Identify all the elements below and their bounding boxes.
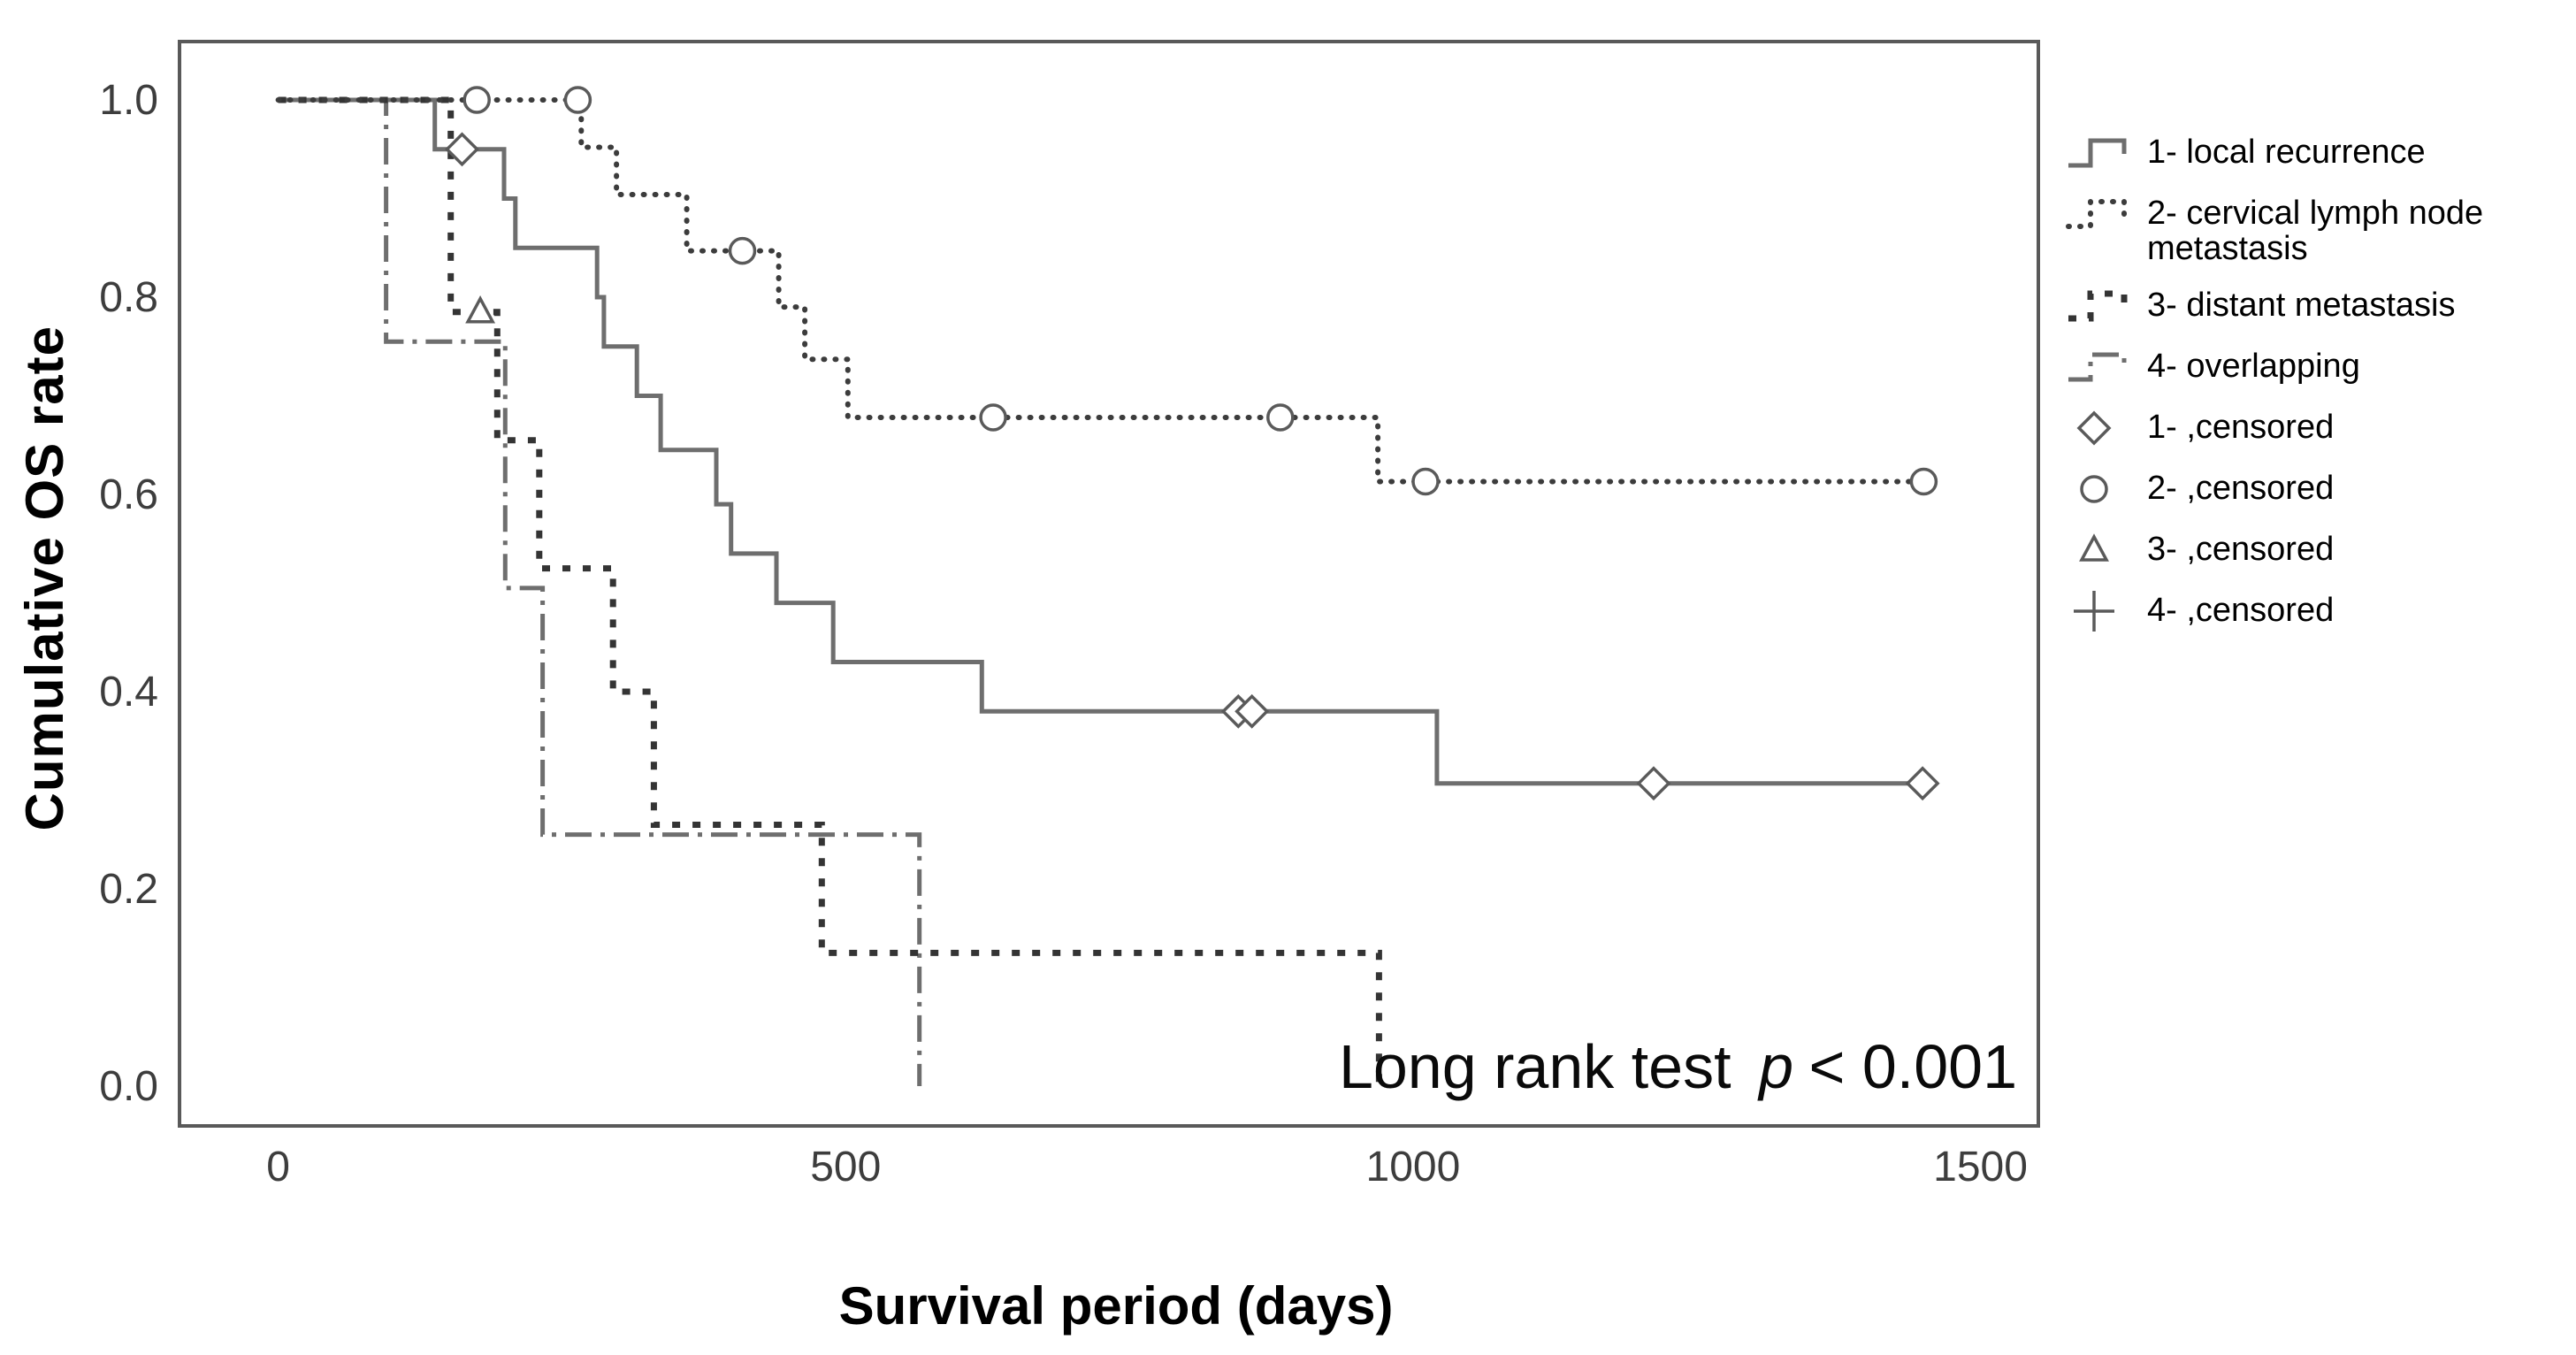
legend-censor-marker-2-icon [2080, 474, 2108, 503]
x-tick-label: 0 [266, 1144, 290, 1190]
circle-censor-icon [1411, 467, 1440, 496]
circle-censor-icon [728, 236, 757, 265]
legend-label-series-4: 4- overlapping [2147, 347, 2360, 385]
y-tick-label: 0.0 [99, 1063, 158, 1110]
legend-label-series-1: 1- local recurrence [2147, 134, 2426, 171]
legend-item-series-1: 1- local recurrence [2066, 129, 2570, 175]
legend-item-series-3: 3- distant metastasis [2066, 282, 2570, 328]
circle-censor-icon [979, 403, 1007, 432]
circle-censor-icon [1266, 403, 1295, 432]
circle-censor-icon [563, 86, 592, 114]
legend-label-censored-1: 1- ,censored [2147, 408, 2335, 446]
diamond-censor-icon [1905, 766, 1940, 801]
legend: 1- local recurrence 2- cervical lymph nod… [2066, 129, 2570, 633]
diamond-censor-icon [445, 132, 479, 167]
legend-label-censored-3: 3- ,censored [2147, 530, 2335, 568]
plus-censor-icon [2074, 590, 2114, 632]
p-value-suffix: < 0.001 [1808, 1032, 2018, 1101]
legend-item-series-4: 4- overlapping [2066, 343, 2570, 389]
legend-item-censored-2: 2- ,censored [2066, 465, 2570, 511]
x-axis-title: Survival period (days) [838, 1276, 1394, 1336]
legend-censor-marker-3-icon [2079, 532, 2109, 562]
p-value-prefix: Long rank test [1338, 1032, 1731, 1101]
y-tick-label: 1.0 [99, 77, 158, 124]
legend-line-sample-1 [2068, 138, 2127, 168]
legend-line-sample-4-icon [2068, 352, 2127, 382]
plot-border [178, 40, 2040, 1128]
series-2-curve [275, 97, 1927, 485]
circle-censor-icon [462, 86, 491, 114]
x-tick-label: 1500 [1933, 1144, 2028, 1190]
diamond-censor-icon [1636, 766, 1671, 801]
y-tick-label: 0.6 [99, 471, 158, 518]
legend-label-series-2: 2- cervical lymph node metastasis [2147, 195, 2484, 268]
p-value-annotation: Long rank test p < 0.001 [1339, 1031, 2017, 1102]
circle-censor-icon [1909, 467, 1938, 496]
diamond-censor-icon [2076, 410, 2112, 446]
legend-line-sample-1-icon [2068, 138, 2127, 168]
legend-line-sample-4 [2068, 352, 2127, 382]
legend-censor-marker-4-icon [2074, 590, 2114, 632]
triangle-censor-icon [2079, 532, 2109, 562]
legend-label-series-3: 3- distant metastasis [2147, 286, 2456, 324]
legend-line-sample-3-icon [2068, 290, 2128, 322]
triangle-censor-icon [465, 295, 496, 324]
y-tick-label: 0.4 [99, 669, 158, 716]
x-tick-label: 500 [810, 1144, 881, 1190]
legend-label-censored-4: 4- ,censored [2147, 591, 2335, 629]
diamond-censor-icon [1234, 693, 1270, 729]
legend-line-sample-2 [2066, 199, 2127, 229]
p-symbol: p [1759, 1032, 1793, 1101]
legend-item-series-2: 2- cervical lymph node metastasis [2066, 190, 2570, 267]
legend-censor-marker-1-icon [2076, 410, 2112, 446]
y-tick-label: 0.8 [99, 274, 158, 321]
legend-item-censored-4: 4- ,censored [2066, 587, 2570, 633]
x-tick-label: 1000 [1366, 1144, 1461, 1190]
series-1-curve [278, 97, 1923, 786]
legend-line-sample-2-icon [2066, 199, 2127, 229]
y-axis-title: Cumulative OS rate [15, 325, 74, 831]
legend-item-censored-1: 1- ,censored [2066, 404, 2570, 450]
legend-item-censored-3: 3- ,censored [2066, 526, 2570, 572]
y-tick-label: 0.2 [99, 866, 158, 913]
circle-censor-icon [2080, 474, 2108, 503]
series-3-curve [278, 96, 1382, 1086]
legend-label-censored-2: 2- ,censored [2147, 469, 2335, 507]
legend-line-sample-3 [2068, 290, 2128, 322]
